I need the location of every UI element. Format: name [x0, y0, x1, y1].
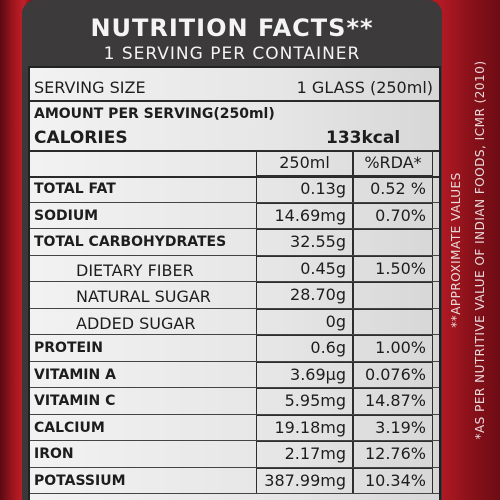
table-row: CALCIUM 19.18mg 3.19% [30, 414, 439, 441]
table-row: ADDED SUGAR 0g [30, 308, 439, 335]
nutrient-amount: 387.99mg [256, 467, 353, 494]
rda-basis-note: *AS PER NUTRITIVE VALUE OF INDIAN FOODS,… [470, 0, 490, 500]
label-title: NUTRITION FACTS** [90, 14, 374, 42]
nutrient-name: CALCIUM [34, 419, 105, 436]
table-row: NATURAL SUGAR 28.70g [30, 282, 439, 309]
table-row: VITAMIN A 3.69µg 0.076% [30, 361, 439, 388]
row-divider [30, 201, 439, 203]
nutrient-rda: 10.34% [353, 467, 433, 494]
calories-value: 133kcal [326, 128, 401, 148]
row-divider [30, 281, 439, 282]
nutrient-rda: 14.87% [353, 388, 433, 415]
approximate-values-text: **APPROXIMATE VALUES [449, 172, 463, 328]
table-row: SODIUM 14.69mg 0.70% [30, 202, 439, 229]
table-row: TOTAL CARBOHYDRATES 32.55g [30, 229, 439, 256]
nutrition-table: SERVING SIZE 1 GLASS (250ml) AMOUNT PER … [28, 66, 441, 500]
nutrient-rda [353, 282, 433, 309]
nutrient-name: VITAMIN C [34, 393, 116, 409]
divider [30, 100, 439, 102]
column-header-rda: %RDA* [353, 150, 433, 176]
nutrient-amount: 19.18mg [256, 414, 353, 441]
label-header: NUTRITION FACTS** 1 SERVING PER CONTAINE… [22, 0, 442, 72]
nutrient-amount: 28.70g [256, 282, 353, 309]
table-row: POTASSIUM 387.99mg 10.34% [30, 467, 439, 494]
nutrient-name: POTASSIUM [34, 472, 126, 489]
nutrient-amount: 0.45g [256, 255, 353, 282]
table-row: DIETARY FIBER 0.45g 1.50% [30, 255, 439, 282]
row-divider [30, 228, 439, 229]
calories-label: CALORIES [34, 128, 128, 148]
table-row: PROTEIN 0.6g 1.00% [30, 335, 439, 362]
nutrient-rda: 1.00% [353, 335, 433, 362]
nutrient-amount: 2.17mg [256, 441, 353, 468]
nutrient-rda: 0.70% [353, 202, 433, 229]
nutrient-rda: 3.19% [353, 414, 433, 441]
table-row: TOTAL FAT 0.13g 0.52 % [30, 176, 439, 203]
row-divider [30, 440, 439, 441]
nutrient-rda: 1.50% [353, 255, 433, 282]
row-divider [30, 307, 439, 309]
nutrient-rda: 12.76% [353, 441, 433, 468]
nutrient-amount: 5.95mg [256, 388, 353, 415]
nutrient-name: TOTAL FAT [34, 181, 116, 197]
divider [30, 150, 439, 152]
nutrient-amount: 0g [256, 308, 353, 335]
serving-size-value: 1 GLASS (250ml) [296, 78, 433, 97]
column-header-amount: 250ml [256, 150, 353, 176]
nutrition-label: NUTRITION FACTS** 1 SERVING PER CONTAINE… [22, 0, 442, 500]
amount-per-serving-label: AMOUNT PER SERVING(250ml) [34, 106, 275, 122]
nutrient-name: TOTAL CARBOHYDRATES [34, 234, 227, 250]
row-divider [30, 493, 439, 494]
nutrient-name: SODIUM [34, 207, 99, 224]
nutrient-name: IRON [34, 446, 74, 462]
row-divider [30, 466, 439, 468]
row-divider [30, 254, 439, 256]
nutrient-name: ADDED SUGAR [76, 313, 196, 333]
nutrient-amount: 0.13g [256, 176, 353, 203]
row-divider [30, 387, 439, 388]
row-divider [30, 360, 439, 362]
approximate-values-note: **APPROXIMATE VALUES [446, 0, 466, 500]
table-row: VITAMIN C 5.95mg 14.87% [30, 388, 439, 415]
nutrient-name: VITAMIN A [34, 366, 116, 383]
table-row: IRON 2.17mg 12.76% [30, 441, 439, 468]
nutrient-amount: 3.69µg [256, 361, 353, 388]
nutrient-rda: 0.52 % [353, 176, 433, 203]
nutrient-name: NATURAL SUGAR [76, 287, 211, 306]
row-divider [30, 413, 439, 415]
serving-size-label: SERVING SIZE [34, 78, 146, 97]
label-subtitle: 1 SERVING PER CONTAINER [103, 44, 361, 64]
divider [30, 176, 439, 178]
nutrient-name: PROTEIN [34, 340, 103, 356]
row-divider [30, 334, 439, 335]
rda-basis-text: *AS PER NUTRITIVE VALUE OF INDIAN FOODS,… [473, 60, 487, 440]
nutrient-rda: 0.076% [353, 361, 433, 388]
nutrient-rda [353, 308, 433, 335]
nutrient-amount: 0.6g [256, 335, 353, 362]
nutrient-amount: 32.55g [256, 229, 353, 256]
nutrient-rda [353, 229, 433, 256]
nutrient-amount: 14.69mg [256, 202, 353, 229]
nutrient-name: DIETARY FIBER [76, 260, 194, 280]
